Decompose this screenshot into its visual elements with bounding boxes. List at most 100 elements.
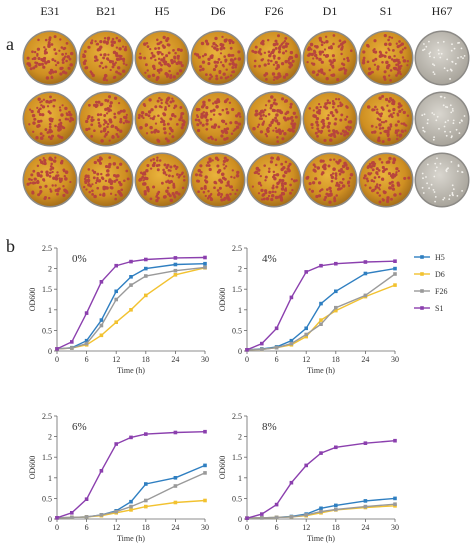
series-line-s1 — [56, 256, 206, 350]
data-point — [289, 341, 294, 346]
legend-label: S1 — [435, 304, 443, 313]
data-point — [203, 265, 207, 270]
chart-3: 0 0.5 1 1.5 2 2.5 0 6 12 18 24 30 Time (h) OD600 6% — [28, 412, 209, 543]
data-point — [260, 347, 264, 352]
data-point — [173, 500, 178, 505]
data-point — [173, 262, 178, 267]
strain-label-b21: B21 — [95, 4, 116, 18]
data-point — [319, 451, 323, 455]
x-tick-label: 0 — [245, 523, 249, 532]
x-tick-label: 6 — [85, 523, 89, 532]
data-point — [304, 326, 308, 331]
data-point — [203, 261, 207, 266]
data-point — [173, 256, 178, 260]
x-tick-label: 6 — [275, 355, 279, 364]
data-point — [144, 504, 148, 509]
data-point — [304, 270, 308, 274]
y-tick-label: 2.5 — [42, 412, 52, 421]
legend-swatch-marker — [420, 272, 424, 276]
x-axis-label: Time (h) — [307, 534, 335, 543]
data-point — [260, 341, 264, 346]
data-point — [84, 311, 89, 315]
condition-annotation: 4% — [262, 253, 277, 265]
data-point — [203, 498, 207, 503]
data-point — [70, 340, 74, 344]
data-point — [173, 484, 178, 488]
series-line-s1 — [246, 260, 396, 351]
y-tick-label: 1 — [238, 474, 242, 483]
x-tick-label: 24 — [171, 355, 179, 364]
x-tick-label: 30 — [201, 523, 209, 532]
legend-item-s1: S1 — [414, 304, 443, 313]
data-point — [129, 435, 133, 440]
data-point — [173, 476, 178, 480]
plate-e31-3 — [22, 152, 78, 208]
data-point — [114, 509, 118, 514]
series-h5 — [55, 261, 207, 351]
y-tick-label: 0.5 — [42, 494, 52, 503]
x-tick-label: 6 — [85, 355, 89, 364]
data-point — [129, 283, 133, 287]
data-point — [129, 504, 133, 509]
data-point — [70, 515, 74, 520]
plate-d1-2 — [302, 91, 358, 147]
y-axis-label: OD600 — [218, 456, 227, 480]
data-point — [393, 259, 397, 263]
panel-a-letter: a — [6, 34, 14, 54]
data-point — [393, 438, 397, 443]
strain-label-e31: E31 — [40, 4, 60, 18]
x-tick-label: 0 — [245, 355, 249, 364]
data-point — [363, 441, 368, 445]
y-tick-label: 1.5 — [42, 285, 52, 294]
plate-b21-1 — [78, 30, 134, 86]
y-tick-label: 1.5 — [232, 453, 242, 462]
series-h5 — [245, 266, 397, 352]
data-point — [144, 257, 148, 262]
data-point — [393, 283, 397, 287]
data-point — [84, 341, 89, 346]
data-point — [114, 442, 118, 446]
x-tick-label: 24 — [361, 355, 369, 364]
strain-label-h5: H5 — [154, 4, 170, 18]
data-point — [144, 482, 148, 486]
data-point — [304, 332, 308, 337]
plate-h5-1 — [134, 30, 190, 86]
data-point — [114, 263, 118, 268]
data-point — [114, 320, 118, 324]
data-point — [304, 463, 308, 468]
plate-e31-1 — [22, 30, 78, 86]
y-tick-label: 0.5 — [42, 326, 52, 335]
data-point — [363, 293, 368, 298]
y-tick-label: 1 — [48, 306, 52, 315]
data-point — [129, 308, 133, 312]
data-point — [173, 430, 178, 435]
series-line-h5 — [246, 267, 396, 351]
data-point — [203, 429, 207, 434]
data-point — [319, 301, 323, 306]
data-point — [334, 289, 338, 294]
data-point — [114, 289, 118, 294]
data-point — [144, 266, 148, 271]
series-line-d6 — [246, 284, 396, 351]
y-tick-label: 2 — [238, 433, 242, 442]
data-point — [274, 502, 279, 507]
legend-item-f26: F26 — [414, 287, 447, 296]
plate-d6-3 — [190, 152, 246, 208]
plate-s1-2 — [358, 91, 414, 147]
data-point — [334, 308, 338, 313]
data-point — [70, 511, 74, 515]
y-tick-label: 2.5 — [232, 412, 242, 421]
plate-b21-2 — [78, 91, 134, 147]
panel-b-letter: b — [6, 236, 15, 256]
x-tick-label: 18 — [332, 355, 340, 364]
x-tick-label: 0 — [55, 355, 59, 364]
data-point — [84, 497, 89, 501]
data-point — [203, 471, 207, 475]
data-point — [289, 295, 294, 300]
data-point — [393, 502, 397, 506]
data-point — [334, 507, 338, 512]
data-point — [393, 266, 397, 271]
x-axis-label: Time (h) — [307, 366, 335, 375]
series-s1 — [245, 438, 397, 520]
plate-h67-2 — [414, 91, 470, 147]
